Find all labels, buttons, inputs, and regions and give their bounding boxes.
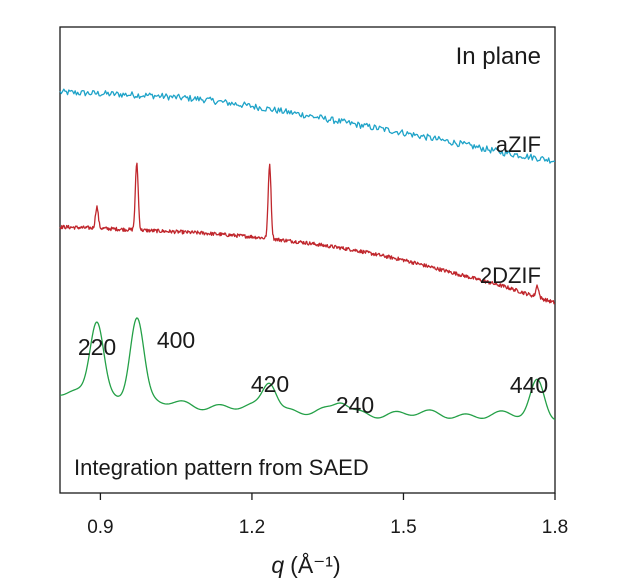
plot-frame (59, 26, 556, 494)
x-tick-label: 1.5 (390, 517, 416, 538)
peak-label-420: 420 (251, 371, 289, 397)
x-axis-symbol: q (271, 552, 284, 578)
x-tick-label: 1.8 (542, 517, 568, 538)
series-label-saed: Integration pattern from SAED (74, 455, 369, 480)
x-tick-label: 0.9 (87, 517, 113, 538)
x-axis-unit: (Å⁻¹) (290, 551, 340, 578)
series-label-azif: aZIF (496, 132, 541, 157)
series-line-saed (59, 317, 556, 420)
x-axis: 0.9 1.2 1.5 1.8 (87, 493, 568, 538)
peak-label-440: 440 (510, 372, 548, 398)
peak-label-220: 220 (78, 334, 116, 360)
series-line-2dzif (59, 162, 556, 305)
peak-label-240: 240 (336, 392, 374, 418)
series-line-azif (59, 88, 556, 164)
series-label-2dzif: 2DZIF (480, 263, 541, 288)
panel-title: In plane (456, 43, 541, 70)
x-axis-label: q (Å⁻¹) (271, 551, 340, 578)
peak-label-400: 400 (157, 327, 195, 353)
x-tick-label: 1.2 (239, 517, 265, 538)
